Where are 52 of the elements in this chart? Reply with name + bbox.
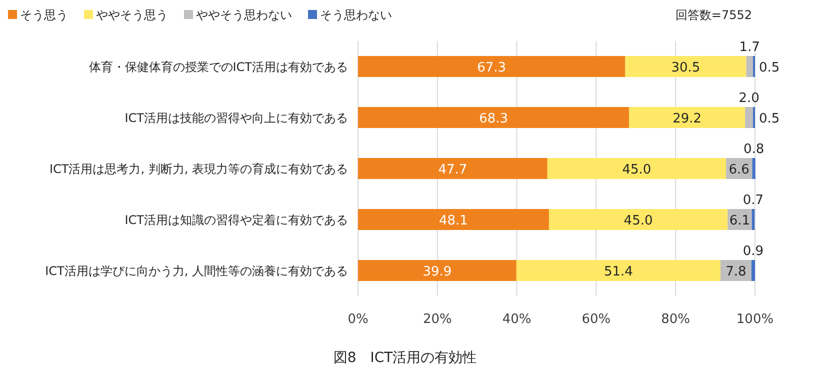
data-label: 0.7 bbox=[742, 193, 764, 208]
bar bbox=[746, 56, 754, 77]
bar bbox=[751, 260, 755, 281]
bar bbox=[516, 260, 720, 281]
text: 図8 ICT活用の有効性 bbox=[333, 350, 477, 366]
data-label: 51.4 bbox=[604, 264, 633, 280]
legend-label: そう思う bbox=[20, 8, 68, 22]
data-label: 30.5 bbox=[671, 60, 700, 76]
x-tick-label: 60% bbox=[582, 312, 611, 327]
bar bbox=[629, 107, 746, 128]
legend-label: そう思わない bbox=[320, 8, 392, 22]
data-label: 0.8 bbox=[743, 142, 764, 157]
data-label: 29.2 bbox=[672, 112, 702, 126]
data-label: 0.5 bbox=[759, 60, 780, 76]
data-label: 2.0 bbox=[738, 91, 760, 106]
data-label: 68.3 bbox=[479, 112, 508, 126]
bar bbox=[547, 158, 726, 179]
x-tick-label: 100% bbox=[736, 312, 774, 327]
bar bbox=[752, 209, 755, 230]
data-label: 47.7 bbox=[438, 162, 468, 178]
data-label: 0.9 bbox=[742, 244, 764, 259]
bar bbox=[548, 209, 728, 230]
bar bbox=[625, 56, 746, 77]
data-label: 6.1 bbox=[729, 214, 750, 228]
data-label: 45.0 bbox=[622, 162, 652, 178]
y-tick-label: ICT活用は技能の習得や向上に有効である bbox=[124, 111, 348, 125]
data-label: 1.7 bbox=[739, 40, 760, 55]
x-tick-label: 40% bbox=[502, 312, 532, 327]
bar bbox=[752, 158, 756, 179]
bar bbox=[358, 56, 626, 77]
x-tick-label: 80% bbox=[661, 312, 690, 327]
data-label: 45.0 bbox=[624, 214, 653, 228]
legend-label: ややそう思う bbox=[96, 8, 168, 22]
y-tick-label: ICT活用は思考力, 判断力, 表現力等の育成に有効である bbox=[49, 162, 348, 176]
x-tick-label: 0% bbox=[348, 312, 368, 327]
x-tick-label: 20% bbox=[422, 312, 452, 327]
bar bbox=[358, 158, 548, 179]
data-label: 67.3 bbox=[477, 60, 506, 76]
data-label: 0.5 bbox=[759, 112, 780, 126]
bar bbox=[358, 107, 630, 128]
data-label: 7.8 bbox=[726, 264, 746, 280]
bar bbox=[358, 260, 516, 281]
data-label: 6.6 bbox=[728, 162, 750, 178]
y-tick-label: ICT活用は知識の習得や定着に有効である bbox=[124, 213, 348, 227]
y-tick-label: ICT活用は学びに向かう力, 人間性等の涵養に有効である bbox=[45, 264, 348, 278]
data-label: 48.1 bbox=[439, 214, 468, 228]
text: 回答数=7552 bbox=[675, 8, 752, 22]
legend-label: ややそう思わない bbox=[196, 8, 292, 22]
data-label: 39.9 bbox=[422, 264, 452, 280]
bar bbox=[358, 209, 549, 230]
bar bbox=[745, 107, 754, 128]
y-tick-label: 体育・保健体育の授業でのICT活用は有効である bbox=[88, 60, 348, 74]
